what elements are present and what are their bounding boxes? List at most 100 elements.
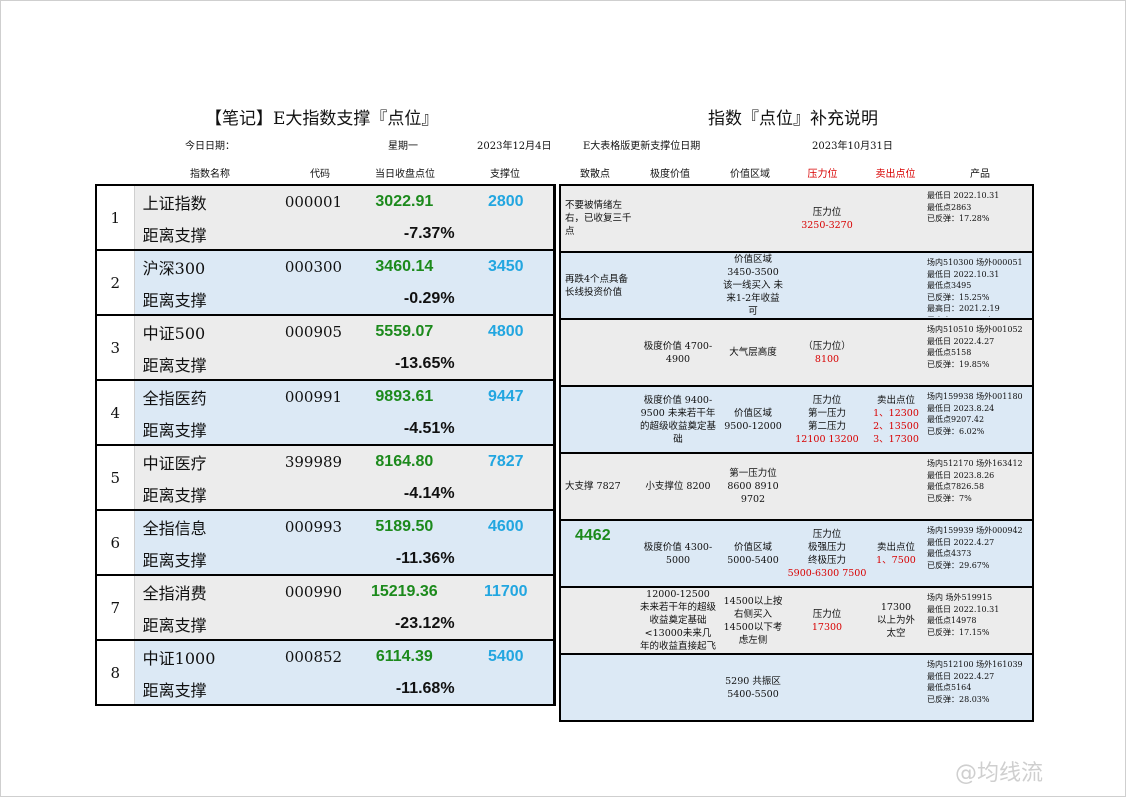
row-number: 1 (96, 185, 135, 250)
product-line: 已反弹：29.67% (927, 560, 990, 570)
supplement-row: 12000-12500 未来若干年的超级收益奠定基础 <13000未来几年的收益… (560, 586, 1033, 654)
today-label: 今日日期： (185, 141, 235, 152)
supplement-row: 5290 共振区 5400-5500 场内512100 场外161039 最低日 2… (560, 653, 1033, 721)
header-name: 指数名称 (190, 169, 230, 180)
index-code: 000993 (284, 509, 351, 543)
index-row: 4 全指医药 000991 9893.61 9447 (96, 379, 554, 445)
close-price: 5559.07 (350, 314, 459, 348)
zhisan-note: 大支撑 7827 (565, 481, 621, 492)
distance-row: 距离支撑 -4.51% (96, 413, 554, 445)
supplement-row: 不要被情绪左右，已收复三千点 压力位 3250-3270 最低日 2022.10.31… (560, 185, 1033, 252)
update-label: E大表格版更新支撑位日期 (583, 141, 701, 152)
index-code: 399989 (284, 444, 351, 478)
weekday: 星期一 (388, 141, 418, 152)
supplement-row: 再跌4个点具备长线投资价值 价值区域 3450-3500 该一线买入 未来1-2年… (560, 251, 1033, 319)
index-name: 全指信息 (134, 509, 285, 543)
sell-line: 17300 (880, 602, 912, 613)
pressure-line: 压力位 (812, 608, 842, 620)
supplement-row: 大支撑 7827 小支撑位 8200 第一压力位8600 8910 9702 场内51… (560, 452, 1033, 520)
index-name: 沪深300 (134, 249, 285, 283)
index-row: 8 中证1000 000852 6114.39 5400 (96, 639, 554, 705)
product-line: 已反弹：19.85% (927, 359, 990, 369)
distance-percent: -13.65% (350, 348, 459, 380)
index-name: 中证1000 (134, 639, 285, 673)
index-row: 7 全指消费 000990 15219.36 11700 (96, 574, 554, 640)
right-title: 指数『点位』补充说明 (708, 109, 878, 129)
header-close: 当日收盘点位 (375, 169, 435, 180)
support-level: 4800 (458, 314, 554, 348)
header-product: 产品 (970, 169, 990, 180)
product-line: 最低点3495 (927, 281, 972, 290)
close-price: 6114.39 (350, 639, 459, 673)
product-line: 最低日 2022.4.27 (927, 537, 995, 547)
close-price: 8164.80 (350, 444, 459, 478)
product-line: 场内512100 场外161039 (927, 660, 1023, 669)
pressure-line: 第二压力 (807, 420, 846, 432)
distance-label: 距离支撑 (134, 543, 285, 575)
pressure-value: 5900-6300 7500 (787, 567, 867, 579)
index-code: 000905 (284, 314, 351, 348)
index-row: 3 中证500 000905 5559.07 4800 (96, 314, 554, 380)
header-sell: 卖出点位 (875, 169, 916, 180)
date: 2023年12月4日 (477, 141, 552, 152)
distance-row: 距离支撑 -0.29% (96, 283, 554, 315)
header-zhisan: 致散点 (580, 169, 610, 180)
product-line: 场内512170 场外163412 (927, 459, 1023, 468)
watermark: @均线流 (955, 761, 1044, 786)
product-line: 最低日 2022.4.27 (927, 336, 995, 346)
pressure-line: 压力位 (812, 206, 842, 218)
pressure-line: 压力位 (812, 528, 842, 540)
index-name: 全指医药 (134, 379, 285, 413)
index-code: 000001 (284, 185, 351, 218)
product-line: 场内159938 场外001180 (927, 392, 1023, 401)
distance-label: 距离支撑 (134, 348, 285, 380)
index-code: 000300 (284, 249, 351, 283)
distance-percent: -23.12% (350, 608, 459, 640)
index-code: 000990 (284, 574, 351, 608)
product-line: 已反弹：7% (927, 493, 972, 503)
index-row: 6 全指信息 000993 5189.50 4600 (96, 509, 554, 575)
product-line: 最低点7826.58 (927, 482, 985, 491)
distance-percent: -0.29% (350, 283, 459, 315)
value-range: 价值区域 9500-12000 (724, 407, 782, 432)
sell-line: 以上为外 (876, 615, 915, 626)
product-line: 场内510510 场外001052 (927, 325, 1023, 334)
close-price: 3460.14 (350, 249, 459, 283)
product-line: 最低日 2023.8.24 (927, 403, 995, 413)
close-price: 9893.61 (350, 379, 459, 413)
header-jidu: 极度价值 (650, 169, 690, 180)
index-row: 1 上证指数 000001 3022.91 2800 (96, 185, 554, 250)
zhisan-point: 4462 (575, 527, 611, 544)
close-price: 15219.36 (350, 574, 459, 608)
product-line: 已反弹：17.28% (927, 214, 990, 223)
index-name: 中证500 (134, 314, 285, 348)
extreme-value: 小支撑位 8200 (645, 481, 711, 492)
product-line: 最低点4373 (927, 549, 972, 558)
distance-percent: -7.37% (350, 218, 459, 250)
distance-row: 距离支撑 -11.68% (96, 673, 554, 705)
distance-label: 距离支撑 (134, 413, 285, 445)
product-line: 最低日 2022.10.31 (927, 191, 1000, 200)
row-number: 3 (96, 314, 135, 380)
index-name: 上证指数 (134, 185, 285, 218)
product-line: 最低日 2022.10.31 (927, 604, 1000, 614)
value-range: 14500以上按右侧买入 14500以下考虑左侧 (723, 595, 783, 646)
distance-label: 距离支撑 (134, 478, 285, 510)
update-date: 2023年10月31日 (812, 141, 893, 152)
pressure-line: 极强压力 (807, 541, 846, 553)
index-row: 2 沪深300 000300 3460.14 3450 (96, 249, 554, 315)
extreme-value: 极度价值 4700-4900 (643, 340, 713, 365)
product-line: 最低点14978 (927, 616, 977, 625)
distance-label: 距离支撑 (134, 673, 285, 705)
close-price: 3022.91 (350, 185, 459, 218)
distance-percent: -4.51% (350, 413, 459, 445)
index-code: 000852 (284, 639, 351, 673)
zhisan-note: 再跌4个点具备长线投资价值 (565, 273, 629, 298)
value-range: 第一压力位8600 8910 9702 (727, 468, 779, 505)
index-code: 000991 (284, 379, 351, 413)
pressure-value: 12100 13200 (795, 433, 859, 445)
product-line: 已反弹：15.25% (927, 292, 990, 302)
value-range: 价值区域 3450-3500 该一线买入 未来1-2年收益可 (722, 254, 784, 317)
product-line: 场内 场外519915 (927, 593, 993, 602)
pressure-line: 压力位 (812, 394, 842, 406)
